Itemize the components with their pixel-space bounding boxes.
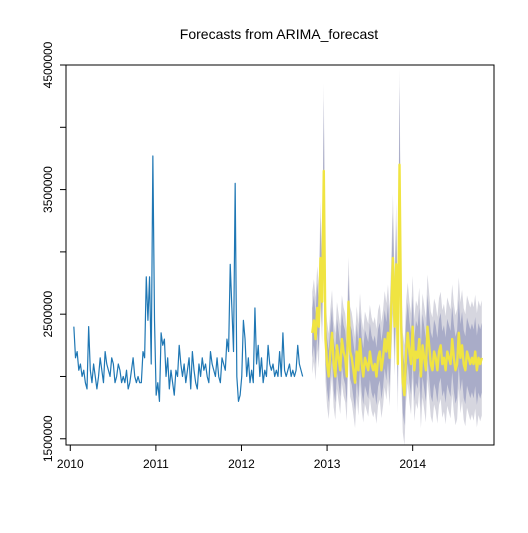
y-tick-label: 1500000 — [41, 415, 55, 462]
forecast-mean-line — [311, 163, 483, 397]
x-tick-label: 2014 — [399, 457, 426, 471]
x-tick-label: 2010 — [57, 457, 84, 471]
x-tick-label: 2013 — [314, 457, 341, 471]
chart-title: Forecasts from ARIMA_forecast — [180, 26, 379, 42]
y-tick-label: 3500000 — [41, 166, 55, 213]
x-tick-label: 2012 — [228, 457, 255, 471]
x-axis: 2010 2011 2012 2013 2014 — [57, 444, 426, 471]
series-lines — [73, 155, 483, 402]
y-tick-label: 4500000 — [41, 41, 55, 88]
x-tick-label: 2011 — [143, 457, 169, 471]
observed-series-line — [73, 155, 304, 402]
y-axis: 1500000 2500000 3500000 4500000 — [41, 41, 67, 462]
y-tick-label: 2500000 — [41, 290, 55, 337]
prediction-intervals — [312, 67, 482, 446]
interval-80 — [312, 86, 482, 426]
